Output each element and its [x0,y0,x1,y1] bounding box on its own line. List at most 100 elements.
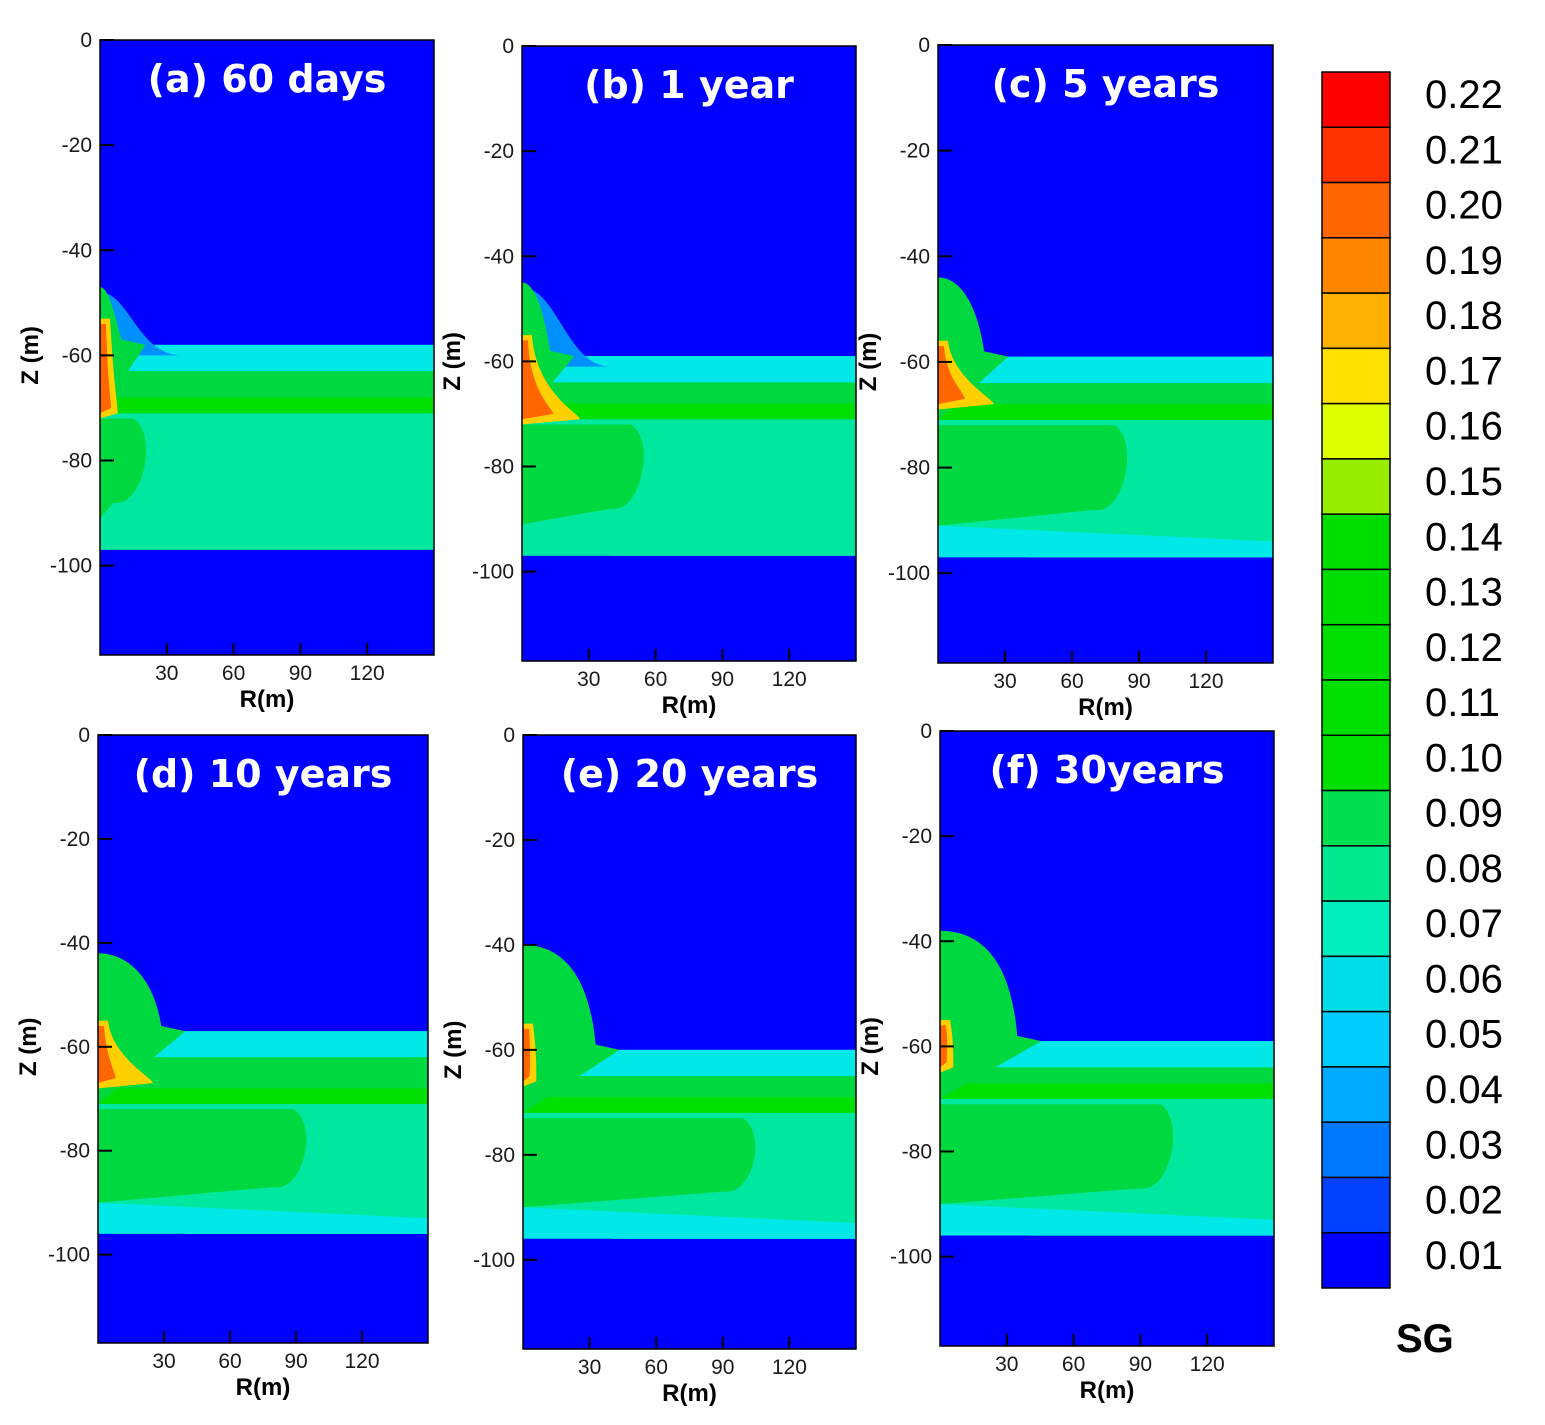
panel-field [522,282,856,564]
colorbar-block [1321,568,1391,626]
sg-hot-core [100,323,112,414]
colorbar-level-label: 0.18 [1425,294,1503,338]
panel-title: (a) 60 days [148,57,387,101]
colorbar-block [1321,789,1391,847]
y-tick-label: -60 [60,1036,90,1059]
x-tick-label: 30 [152,1350,175,1373]
panel-field [98,953,428,1250]
colorbar-level-label: 0.08 [1425,847,1503,891]
panel-frame [99,39,435,656]
y-tick-label: 0 [920,720,932,743]
y-tick-label: -20 [902,825,932,848]
y-tick-label: -60 [900,351,930,374]
x-tick-label: 30 [995,1353,1018,1376]
colorbar-block [1321,734,1391,792]
colorbar-block [1321,292,1391,350]
x-tick-label: 60 [1060,670,1083,693]
colorbar-level-label: 0.12 [1425,626,1503,670]
x-tick-label: 60 [222,662,245,685]
sg-seam [938,404,1273,421]
panel-e: (e) 20 years 0 -20 -40 -60 -80 -100 30 60 90 120 R(… [440,724,857,1407]
panel-f: (f) 30years 0 -20 -40 -60 -80 -100 30 60 90 120 R(m… [857,720,1275,1404]
sg-cyan-lower [523,1207,856,1239]
sg-lateral-front [940,1104,1174,1205]
x-axis-label: R(m) [1078,694,1133,721]
x-tick-label: 120 [1188,670,1223,693]
y-axis-label: Z (m) [855,333,882,392]
x-axis-label: R(m) [236,1374,291,1401]
panel-title: (f) 30years [990,748,1225,792]
sg-bottom-sag [938,557,1028,578]
sg-hot-core [523,1028,531,1082]
y-tick-label: -80 [484,456,514,479]
sg-hot-core [938,346,965,405]
sg-lateral-front [938,425,1128,526]
x-tick-label: 30 [993,670,1016,693]
colorbar-block [1321,623,1391,681]
y-axis-label: Z (m) [15,1017,42,1076]
panel-frame [521,45,857,662]
colorbar-block [1321,181,1391,239]
y-axis-label: Z (m) [440,1021,467,1080]
y-tick-label: -40 [900,245,930,268]
y-tick-label: -20 [484,140,514,163]
colorbar: 0.22 0.21 0.20 0.19 0.18 0.17 0.16 0.15 0.14 0.13… [1321,71,1503,1361]
y-tick-label: 0 [78,724,90,747]
colorbar-block [1321,900,1391,958]
x-tick-label: 90 [289,662,312,685]
sg-hot-core [98,1026,116,1084]
sg-seam [100,397,434,414]
y-tick-label: 0 [918,34,930,57]
y-tick-label: -20 [62,134,92,157]
sg-cyan-lower [940,1204,1274,1236]
x-tick-label: 60 [1062,1353,1085,1376]
panel-d: (d) 10 years 0 -20 -40 -60 -80 -100 30 60 90 120 R(… [15,724,429,1401]
y-tick-label: -100 [890,1246,932,1269]
colorbar-block [1321,458,1391,515]
colorbar-block [1321,71,1391,129]
y-tick-label: -100 [50,555,92,578]
sg-seam [522,403,856,420]
y-tick-label: -40 [60,932,90,955]
y-tick-label: -40 [62,239,92,262]
x-tick-label: 60 [645,1356,668,1379]
sg-hot-core [522,340,554,420]
panel-c: (c) 5 years 0 -20 -40 -60 -80 -100 30 60 90 120 R(m… [855,34,1274,721]
y-tick-label: -100 [48,1244,90,1267]
y-axis-label: Z (m) [439,332,466,391]
sg-bottom-sag [940,1235,1030,1260]
panel-b: (b) 1 year 0 -20 -40 -60 -80 -100 30 60 90 120 R(m)… [439,35,857,719]
colorbar-block [1321,347,1391,405]
sg-cyan-lower [938,525,1273,558]
colorbar-block [1321,1066,1391,1123]
x-tick-label: 60 [218,1350,241,1373]
colorbar-level-label: 0.20 [1425,184,1503,228]
colorbar-level-label: 0.03 [1425,1123,1503,1167]
y-tick-label: -60 [902,1035,932,1058]
colorbar-level-label: 0.16 [1425,405,1503,449]
colorbar-level-label: 0.06 [1425,957,1503,1001]
x-tick-label: 120 [344,1350,379,1373]
panel-title: (c) 5 years [992,62,1220,106]
sg-lateral-front [522,424,644,525]
panel-frame [937,44,1274,664]
panel-title: (e) 20 years [561,752,818,796]
colorbar-level-label: 0.21 [1425,128,1503,172]
sg-lateral-front [523,1118,756,1208]
colorbar-level-label: 0.04 [1425,1068,1503,1112]
colorbar-level-label: 0.22 [1425,73,1503,117]
panel-title: (b) 1 year [584,63,794,107]
x-tick-label: 120 [1190,1353,1225,1376]
panel-frame [522,734,857,1350]
sg-lateral-front [100,418,147,519]
colorbar-level-label: 0.01 [1425,1234,1503,1278]
x-tick-label: 30 [578,1356,601,1379]
colorbar-level-label: 0.17 [1425,349,1503,393]
y-tick-label: -20 [900,140,930,163]
panel-field [938,277,1273,578]
sg-seam [523,1097,856,1113]
x-tick-label: 30 [577,668,600,691]
sg-lateral-front [98,1109,307,1203]
x-tick-label: 120 [772,1356,807,1379]
colorbar-level-label: 0.19 [1425,239,1503,283]
